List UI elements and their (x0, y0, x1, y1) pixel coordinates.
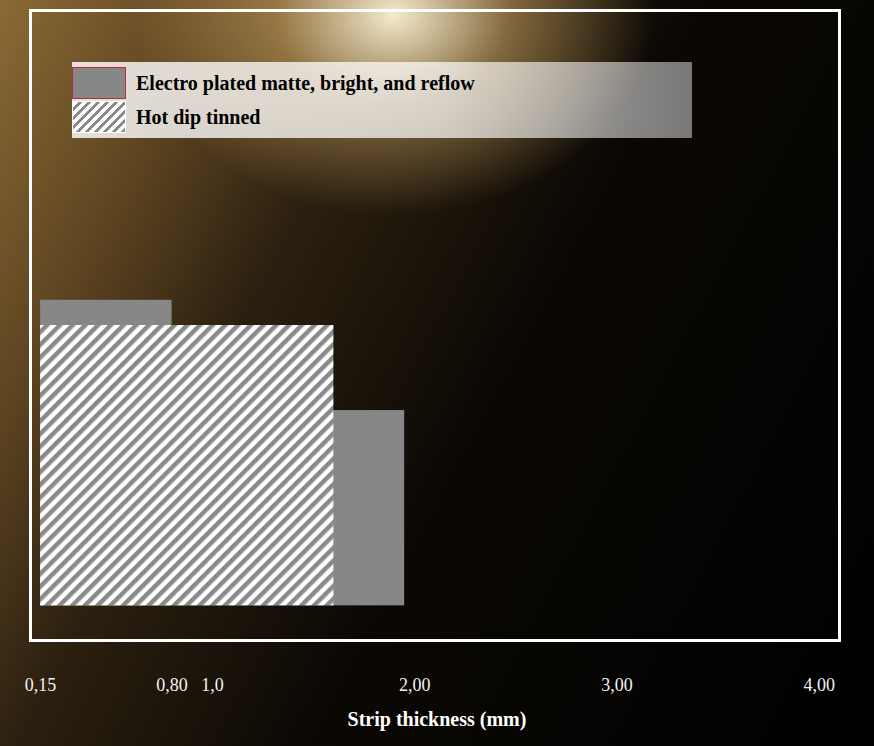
html-text:Hot dip tinned: Hot dip tinned (136, 105, 261, 128)
svg-text:3,00: 3,00 (601, 675, 633, 695)
svg-text:2,00: 2,00 (399, 675, 431, 695)
svg-text:0,15: 0,15 (25, 675, 57, 695)
svg-text:0,80: 0,80 (156, 675, 188, 695)
html-text:Electro plated matte, bright,: Electro plated matte, bright, and reflow (136, 71, 475, 94)
svg-text:4,00: 4,00 (804, 675, 836, 695)
svg-text:1,0: 1,0 (201, 675, 224, 695)
html-text:Strip thickness (mm): Strip thickness (mm) (347, 708, 527, 730)
